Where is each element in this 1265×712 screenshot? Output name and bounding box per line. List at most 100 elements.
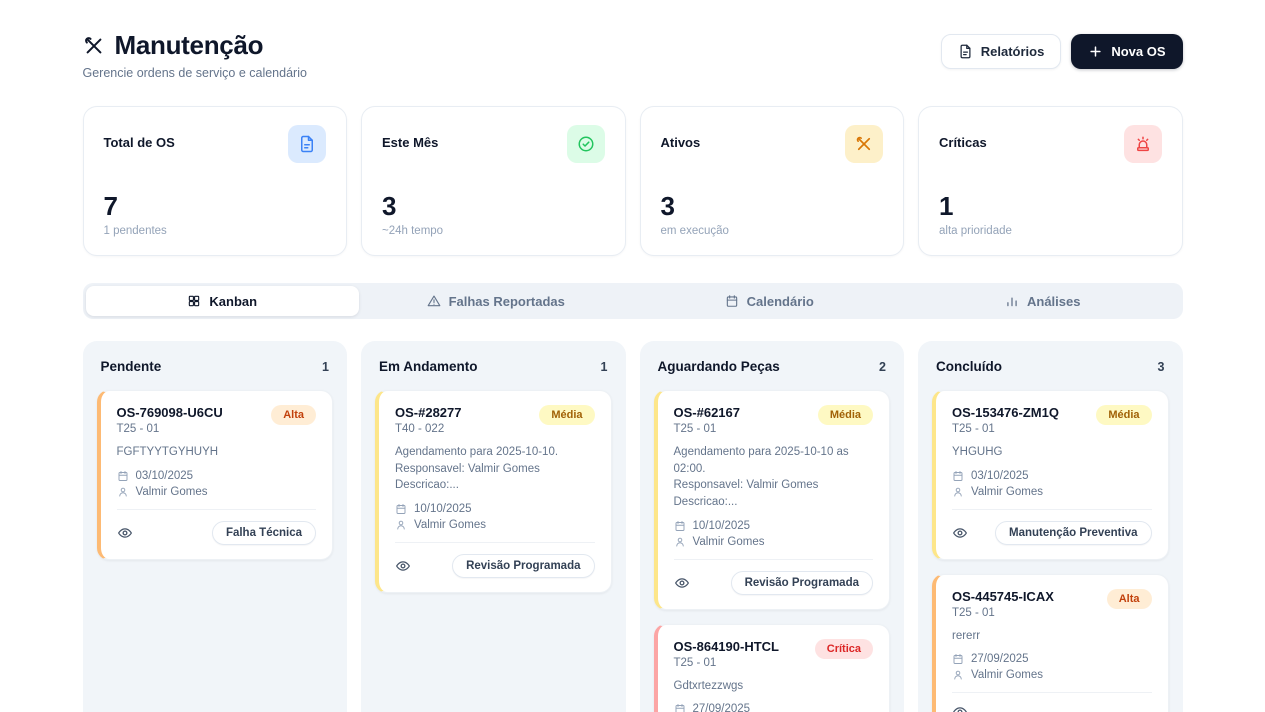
report-file-icon [960,44,971,59]
stat-label: Ativos [660,135,701,150]
eye-icon [674,577,689,588]
os-card[interactable]: OS-#62167 T25 - 01 Média Agendamento par… [653,390,890,610]
tab-label: Análises [1027,293,1081,309]
eye-icon [953,707,967,712]
column-count: 1 [600,359,608,374]
new-os-button[interactable]: Nova OS [1071,34,1183,69]
os-assignee: Valmir Gomes [414,519,486,532]
column-count: 2 [879,359,886,374]
os-description: Gdtxrtezzwgs [673,679,744,692]
crossed-tools-icon [84,36,101,53]
view-os-button[interactable] [117,525,133,541]
tab-label: Falhas Reportadas [448,293,565,309]
tab-analises[interactable]: Análises [906,286,1180,316]
user-icon [675,537,684,547]
os-asset: T25 - 01 [673,423,717,435]
stat-sub: alta prioridade [939,225,1012,237]
stat-sub: ~24h tempo [382,225,444,237]
tab-calendario[interactable]: Calendário [633,286,907,316]
os-type-badge: Manutenção Preventiva [995,520,1152,545]
os-assignee: Valmir Gomes [692,535,765,548]
os-description: Agendamento para 2025-10-10. [395,446,559,458]
os-assignee: Valmir Gomes [971,669,1043,682]
priority-badge: Alta [271,405,316,425]
tools-icon [845,125,883,163]
os-date: 27/09/2025 [971,653,1029,666]
calendar-icon [953,470,963,481]
os-card[interactable]: OS-769098-U6CU T25 - 01 Alta FGFTYYTGYHU… [96,390,333,560]
os-description: Responsavel: Valmir Gomes Descricao:... [673,479,819,509]
os-id: OS-769098-U6CU [116,405,223,420]
user-icon [397,520,405,530]
kanban-board: Pendente 1 OS-769098-U6CU T25 - 01 Alta … [82,341,1183,712]
check-circle-icon [566,125,605,163]
stat-value: 7 [103,191,118,221]
os-description: FGFTYYTGYHUYH [116,446,219,458]
user-icon [954,671,962,680]
page-title: Manutenção [114,30,264,60]
os-description: YHGUHG [952,446,1003,458]
view-os-button[interactable] [952,525,968,541]
view-os-button[interactable] [952,704,968,712]
stat-sub: em execução [660,225,729,237]
bar-chart-icon [1007,297,1017,307]
os-id: OS-864190-HTCL [673,638,779,654]
kanban-column-em-andamento: Em Andamento 1 OS-#28277 T40 - 022 Média… [361,341,626,712]
os-card[interactable]: OS-864190-HTCL T25 - 01 Crítica Gdtxrtez… [653,623,890,712]
os-description: Responsavel: Valmir Gomes Descricao:... [395,462,540,492]
kanban-grid-icon [189,295,200,307]
stat-card-criticas: Críticas 1 alta prioridade [918,106,1183,256]
calendar-icon [953,654,963,665]
os-date: 03/10/2025 [971,469,1029,482]
view-os-button[interactable] [674,575,690,591]
os-asset: T25 - 01 [952,606,995,619]
os-type-badge: Falha Técnica [211,520,316,545]
page-subtitle: Gerencie ordens de serviço e calendário [82,66,307,80]
view-os-button[interactable] [395,558,411,574]
stat-value: 3 [382,191,397,221]
tab-label: Calendário [746,293,814,309]
eye-icon [396,561,410,571]
os-type-badge: Revisão Programada [452,554,595,579]
reports-button[interactable]: Relatórios [940,34,1062,69]
kanban-column-pendente: Pendente 1 OS-769098-U6CU T25 - 01 Alta … [82,341,347,712]
priority-badge: Média [1096,405,1152,425]
plus-icon [1090,46,1101,57]
os-date: 03/10/2025 [135,469,194,482]
tab-falhas-reportadas[interactable]: Falhas Reportadas [359,286,633,316]
column-count: 3 [1157,359,1165,374]
column-name: Em Andamento [379,359,478,374]
calendar-icon [396,504,406,514]
priority-badge: Alta [1106,588,1152,609]
user-icon [954,487,962,497]
os-card[interactable]: OS-445745-ICAX T25 - 01 Alta rererr 27/0… [932,573,1169,712]
os-date: 10/10/2025 [692,519,751,532]
os-card[interactable]: OS-153476-ZM1Q T25 - 01 Média YHGUHG 03/… [932,390,1169,560]
os-id: OS-153476-ZM1Q [952,405,1059,420]
calendar-icon [675,520,684,531]
tab-label: Kanban [209,293,258,309]
stat-card-ativos: Ativos 3 em execução [639,106,904,256]
priority-badge: Média [539,405,595,425]
calendar-icon [118,470,127,481]
os-asset: T25 - 01 [673,656,717,669]
os-type-badge: Revisão Programada [730,570,873,595]
column-name: Pendente [100,359,162,374]
os-assignee: Valmir Gomes [135,485,208,498]
siren-icon [1123,125,1162,163]
tab-kanban[interactable]: Kanban [85,286,359,316]
os-card[interactable]: OS-#28277 T40 - 022 Média Agendamento pa… [375,390,612,594]
work-order-icon [288,125,326,163]
os-date: 10/10/2025 [414,503,472,516]
column-count: 1 [322,359,329,374]
calendar-icon [675,704,684,712]
stat-label: Críticas [939,135,987,150]
warning-triangle-icon [427,295,440,307]
maintenance-page: Manutenção Gerencie ordens de serviço e … [82,0,1183,712]
stats-row: Total de OS 7 1 pendentes Este Mês 3 ~24… [82,106,1183,256]
user-icon [118,487,127,497]
calendar-icon [726,295,737,307]
os-date: 27/09/2025 [692,703,751,712]
reports-button-label: Relatórios [980,44,1045,59]
stat-label: Este Mês [382,135,439,150]
